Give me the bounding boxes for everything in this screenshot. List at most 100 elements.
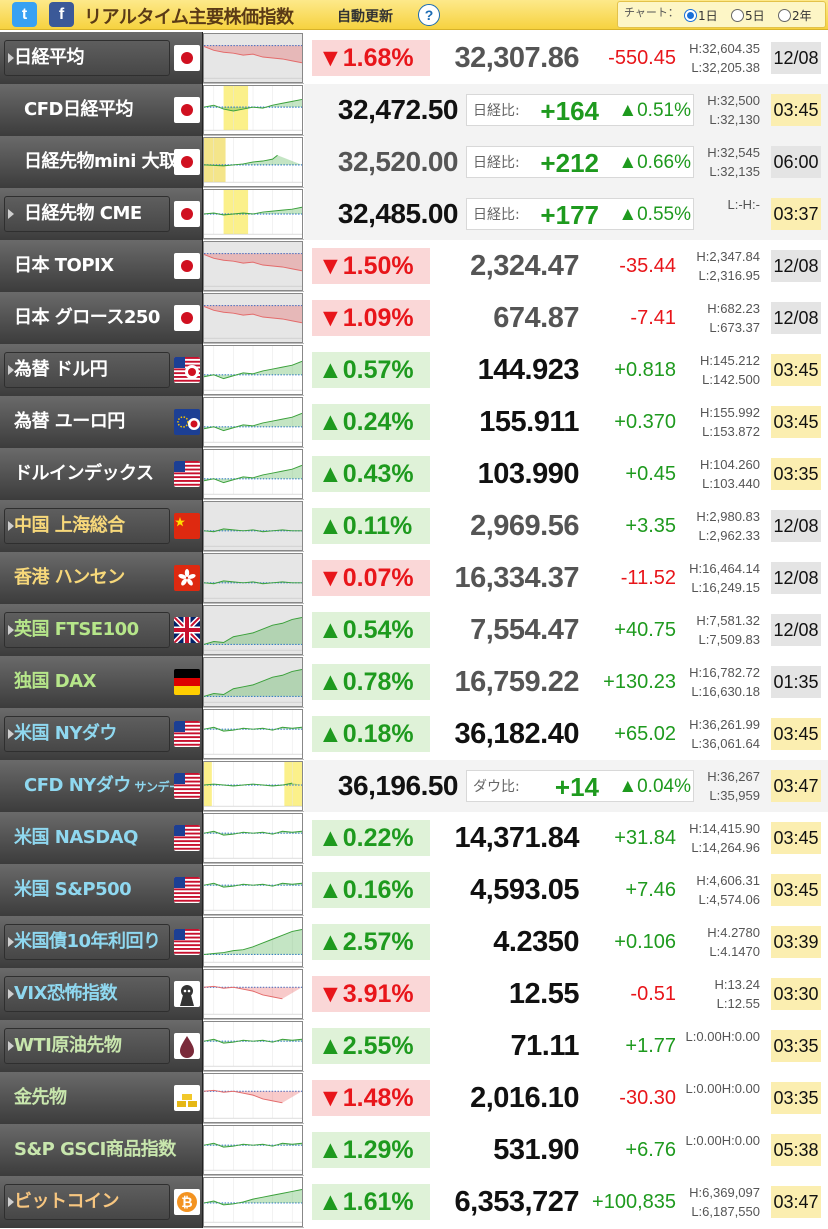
name-cell[interactable]: 金先物 — [0, 1072, 203, 1124]
mini-chart[interactable] — [203, 1177, 303, 1227]
mini-chart[interactable] — [203, 397, 303, 447]
market-row[interactable]: 米国 NASDAQ ▲0.22% 14,371.84 +31.84 H:14,415.9… — [0, 812, 828, 864]
index-name[interactable]: WTI原油先物 — [14, 1020, 122, 1072]
name-cell[interactable]: 為替 ドル円 — [0, 344, 203, 396]
name-cell[interactable]: ビットコイン ₿ — [0, 1176, 203, 1228]
mini-chart[interactable] — [203, 1125, 303, 1175]
index-name[interactable]: CFD NYダウ サンデー — [24, 760, 181, 812]
index-name[interactable]: 中国 上海総合 — [14, 500, 125, 552]
name-cell[interactable]: 香港 ハンセン — [0, 552, 203, 604]
name-cell[interactable]: 米国債10年利回り — [0, 916, 203, 968]
market-row[interactable]: WTI原油先物 ▲2.55% 71.11 +1.77 L:0.00H:0.00 03:35 — [0, 1020, 828, 1072]
expand-button[interactable] — [4, 1028, 170, 1064]
name-cell[interactable]: VIX恐怖指数 — [0, 968, 203, 1020]
mini-chart[interactable] — [203, 501, 303, 551]
market-row[interactable]: 日本 TOPIX ▼1.50% 2,324.47 -35.44 H:2,347.84 L:… — [0, 240, 828, 292]
radio-dot[interactable] — [731, 9, 744, 22]
expand-button[interactable] — [4, 40, 170, 76]
name-cell[interactable]: WTI原油先物 — [0, 1020, 203, 1072]
market-row[interactable]: 為替 ドル円 ▲0.57% 144.923 +0.818 H:145.212 L:142.… — [0, 344, 828, 396]
expand-button[interactable] — [4, 976, 170, 1012]
mini-chart[interactable] — [203, 709, 303, 759]
index-name[interactable]: 日経平均 — [14, 32, 85, 84]
expand-button[interactable] — [4, 196, 170, 232]
name-cell[interactable]: 日経平均 — [0, 32, 203, 84]
index-name[interactable]: 香港 ハンセン — [14, 552, 125, 604]
index-name[interactable]: 為替 ユーロ円 — [14, 396, 125, 448]
index-name[interactable]: 英国 FTSE100 — [14, 604, 139, 656]
name-cell[interactable]: 米国 NYダウ — [0, 708, 203, 760]
name-cell[interactable]: 為替 ユーロ円 — [0, 396, 203, 448]
help-icon[interactable]: ? — [418, 4, 440, 26]
mini-chart[interactable] — [203, 553, 303, 603]
radio-dot[interactable] — [684, 9, 697, 22]
market-row[interactable]: S&P GSCI商品指数 ▲1.29% 531.90 +6.76 L:0.00H:0.0… — [0, 1124, 828, 1176]
name-cell[interactable]: 英国 FTSE100 — [0, 604, 203, 656]
index-name[interactable]: 為替 ドル円 — [14, 344, 108, 396]
market-row[interactable]: 金先物 ▼1.48% 2,016.10 -30.30 L:0.00H:0.00 03:35 — [0, 1072, 828, 1124]
expand-button[interactable] — [4, 352, 170, 388]
mini-chart[interactable] — [203, 969, 303, 1019]
market-row[interactable]: 英国 FTSE100 ▲0.54% 7,554.47 +40.75 H:7,581.32… — [0, 604, 828, 656]
mini-chart[interactable] — [203, 657, 303, 707]
market-row[interactable]: 日経平均 ▼1.68% 32,307.86 -550.45 H:32,604.35 L:3… — [0, 32, 828, 84]
market-row[interactable]: VIX恐怖指数 ▼3.91% 12.55 -0.51 H:13.24 L:12.55 03:… — [0, 968, 828, 1020]
expand-button[interactable] — [4, 612, 170, 648]
mini-chart[interactable] — [203, 449, 303, 499]
range-5d-radio[interactable]: 5日 — [731, 7, 765, 24]
mini-chart[interactable] — [203, 345, 303, 395]
mini-chart[interactable] — [203, 137, 303, 187]
market-row[interactable]: ドルインデックス ▲0.43% 103.990 +0.45 H:104.260 L:103… — [0, 448, 828, 500]
expand-button[interactable] — [4, 716, 170, 752]
index-name[interactable]: 日経先物 CME — [24, 188, 142, 240]
name-cell[interactable]: CFD NYダウ サンデー — [0, 760, 203, 812]
expand-button[interactable] — [4, 508, 170, 544]
mini-chart[interactable] — [203, 605, 303, 655]
index-name[interactable]: CFD日経平均 — [24, 84, 133, 136]
market-row[interactable]: 日本 グロース250 ▼1.09% 674.87 -7.41 H:682.23 L:673… — [0, 292, 828, 344]
index-name[interactable]: VIX恐怖指数 — [14, 968, 118, 1020]
index-name[interactable]: 日本 TOPIX — [14, 240, 114, 292]
name-cell[interactable]: 独国 DAX — [0, 656, 203, 708]
facebook-icon[interactable]: f — [49, 2, 74, 27]
market-row[interactable]: ビットコイン ₿ ▲1.61% 6,353,727 +100,835 H:6,369,09… — [0, 1176, 828, 1228]
mini-chart[interactable] — [203, 241, 303, 291]
index-name[interactable]: 金先物 — [14, 1072, 67, 1124]
name-cell[interactable]: CFD日経平均 — [0, 84, 203, 136]
index-name[interactable]: ビットコイン — [14, 1176, 120, 1228]
index-name[interactable]: 米国 NYダウ — [14, 708, 117, 760]
mini-chart[interactable] — [203, 813, 303, 863]
mini-chart[interactable] — [203, 917, 303, 967]
index-name[interactable]: 日本 グロース250 — [14, 292, 160, 344]
name-cell[interactable]: ドルインデックス — [0, 448, 203, 500]
name-cell[interactable]: 日経先物mini 大取 — [0, 136, 203, 188]
mini-chart[interactable] — [203, 761, 303, 811]
expand-button[interactable] — [4, 1184, 170, 1220]
range-2y-radio[interactable]: 2年 — [778, 7, 812, 24]
mini-chart[interactable] — [203, 85, 303, 135]
mini-chart[interactable] — [203, 1073, 303, 1123]
name-cell[interactable]: 日本 グロース250 — [0, 292, 203, 344]
market-row[interactable]: 日経先物mini 大取 32,520.00 日経比: +212 ▲0.66% H:32,5… — [0, 136, 828, 188]
expand-button[interactable] — [4, 924, 170, 960]
market-row[interactable]: 米国 S&P500 ▲0.16% 4,593.05 +7.46 H:4,606.31 L:… — [0, 864, 828, 916]
index-name[interactable]: ドルインデックス — [14, 448, 154, 500]
mini-chart[interactable] — [203, 293, 303, 343]
index-name[interactable]: 日経先物mini 大取 — [24, 136, 177, 188]
radio-dot[interactable] — [778, 9, 791, 22]
market-row[interactable]: 日経先物 CME 32,485.00 日経比: +177 ▲0.55% L:-H:- 03:… — [0, 188, 828, 240]
market-row[interactable]: 米国債10年利回り ▲2.57% 4.2350 +0.106 H:4.2780 L:4.1… — [0, 916, 828, 968]
market-row[interactable]: 独国 DAX ▲0.78% 16,759.22 +130.23 H:16,782.72 L… — [0, 656, 828, 708]
index-name[interactable]: S&P GSCI商品指数 — [14, 1124, 176, 1176]
index-name[interactable]: 米国 NASDAQ — [14, 812, 138, 864]
market-row[interactable]: 為替 ユーロ円 ▲0.24% 155.911 +0.370 H:155.992 L:153… — [0, 396, 828, 448]
market-row[interactable]: 米国 NYダウ ▲0.18% 36,182.40 +65.02 H:36,261.99 L… — [0, 708, 828, 760]
mini-chart[interactable] — [203, 865, 303, 915]
market-row[interactable]: 中国 上海総合 ▲0.11% 2,969.56 +3.35 H:2,980.83 L:2,… — [0, 500, 828, 552]
index-name[interactable]: 米国債10年利回り — [14, 916, 161, 968]
name-cell[interactable]: 米国 NASDAQ — [0, 812, 203, 864]
market-row[interactable]: CFD NYダウ サンデー 36,196.50 ダウ比: +14 ▲0.04% H:36,… — [0, 760, 828, 812]
index-name[interactable]: 米国 S&P500 — [14, 864, 132, 916]
name-cell[interactable]: S&P GSCI商品指数 — [0, 1124, 203, 1176]
name-cell[interactable]: 日経先物 CME — [0, 188, 203, 240]
